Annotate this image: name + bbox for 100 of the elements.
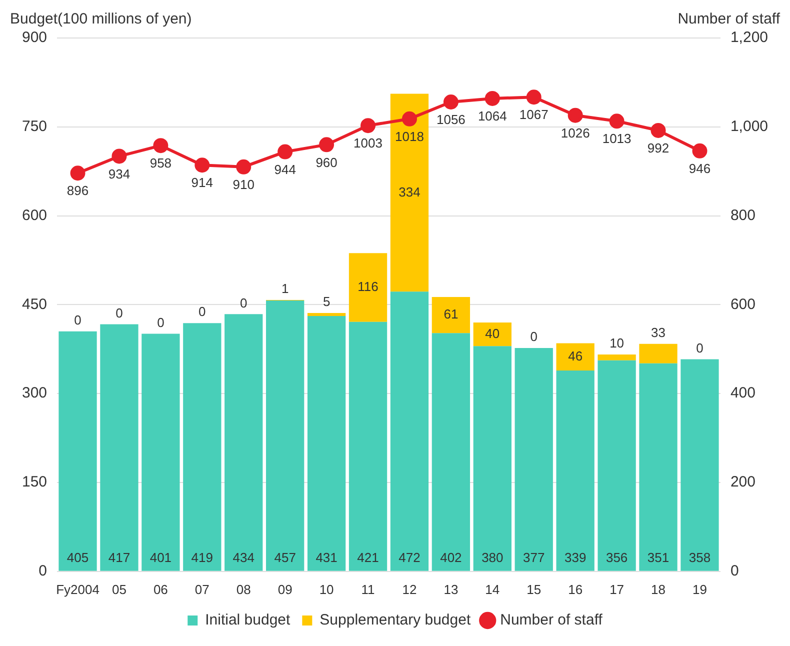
bar (473, 346, 512, 571)
data-label: 0 (530, 329, 538, 344)
data-label: 33 (651, 324, 666, 340)
bar (556, 343, 594, 370)
x-tick-label: 05 (112, 582, 126, 597)
data-label: 0 (240, 295, 248, 310)
data-label: 401 (150, 550, 172, 565)
data-label: 431 (316, 550, 338, 565)
point (153, 138, 168, 154)
data-label: 10 (610, 336, 624, 351)
bar (680, 359, 719, 571)
data-label: 351 (647, 550, 670, 565)
point (526, 90, 542, 105)
y2-tick-label: 1,200 (730, 29, 768, 46)
x-tick-label: Fy2004 (56, 582, 100, 597)
data-label: 0 (116, 305, 123, 320)
x-tick-label: 17 (610, 582, 624, 597)
x-tick-label: 07 (194, 582, 210, 597)
y-tick-label: 600 (22, 206, 48, 224)
point (319, 137, 334, 152)
data-label: 960 (316, 154, 338, 170)
bar (183, 323, 222, 571)
x-tick-label: 18 (651, 582, 666, 597)
point (402, 111, 417, 126)
legend-label: Initial budget (205, 612, 292, 629)
bar (432, 333, 470, 571)
data-label: 472 (398, 550, 420, 565)
data-label: 61 (444, 306, 458, 322)
data-label: 334 (398, 184, 420, 200)
point (650, 122, 666, 138)
bar (266, 300, 304, 571)
x-tick-label: 14 (485, 582, 500, 597)
bar (348, 253, 388, 322)
y-tick-label: 750 (22, 118, 48, 136)
data-label: 1026 (560, 125, 590, 140)
bar (307, 313, 346, 316)
data-label: 434 (232, 550, 254, 565)
y2-tick-label: 200 (730, 474, 756, 491)
x-tick-label: 10 (319, 582, 334, 597)
legend-label: Supplementary budget (320, 612, 472, 629)
x-tick-label: 16 (568, 582, 583, 597)
y2-tick-label: 600 (730, 296, 756, 313)
x-tick-label: 15 (526, 582, 542, 597)
data-label: 380 (482, 550, 504, 565)
data-label: 934 (108, 166, 130, 182)
data-label: 46 (568, 348, 583, 364)
data-label: 1003 (354, 136, 382, 151)
bar (598, 354, 636, 360)
x-tick-label: 08 (236, 582, 251, 597)
y2-tick-label: 800 (730, 206, 756, 224)
bar (390, 292, 429, 571)
data-label: 457 (274, 550, 296, 565)
data-label: 40 (485, 326, 500, 341)
bar (142, 334, 180, 571)
x-tick-label: 09 (278, 582, 292, 597)
data-label: 992 (647, 140, 670, 156)
bar (639, 363, 678, 571)
x-tick-label: 12 (402, 582, 417, 597)
data-label: 0 (74, 312, 82, 328)
point (484, 90, 500, 106)
bar (390, 94, 429, 292)
x-tick-label: 13 (444, 582, 458, 597)
data-label: 402 (440, 550, 462, 565)
y2-tick-label: 1,000 (730, 118, 768, 136)
data-label: 405 (66, 550, 89, 565)
bar (307, 316, 346, 571)
data-label: 1 (281, 281, 289, 296)
y-axis-title: Budget(100 millions of yen) (10, 10, 192, 28)
x-tick-label: 06 (153, 582, 168, 597)
y-tick-label: 0 (38, 562, 48, 580)
bar (100, 324, 138, 571)
point (236, 159, 252, 174)
y-tick-label: 900 (22, 29, 48, 46)
y-tick-label: 300 (22, 384, 48, 402)
point (112, 148, 127, 164)
point (692, 143, 708, 158)
x-tick-label: 19 (692, 582, 707, 597)
data-label: 0 (157, 314, 164, 330)
bar (348, 322, 388, 571)
bar (598, 360, 636, 571)
bar (473, 322, 512, 346)
data-label: 1056 (436, 112, 466, 128)
data-label: 944 (274, 162, 296, 177)
point (443, 94, 458, 110)
point (568, 108, 583, 123)
data-label: 914 (191, 175, 214, 190)
y-tick-label: 450 (22, 296, 48, 313)
point (278, 144, 293, 160)
y-tick-label: 150 (22, 474, 48, 491)
bar (639, 344, 678, 364)
bar (432, 296, 470, 334)
y2-axis-title: Number of staff (678, 10, 781, 28)
data-label: 1018 (395, 128, 424, 144)
bar (514, 348, 553, 571)
data-label: 377 (523, 550, 545, 565)
data-label: 0 (198, 304, 206, 320)
data-label: 358 (688, 550, 711, 565)
data-label: 1013 (602, 131, 632, 146)
data-label: 116 (358, 279, 378, 294)
data-label: 0 (696, 340, 704, 356)
